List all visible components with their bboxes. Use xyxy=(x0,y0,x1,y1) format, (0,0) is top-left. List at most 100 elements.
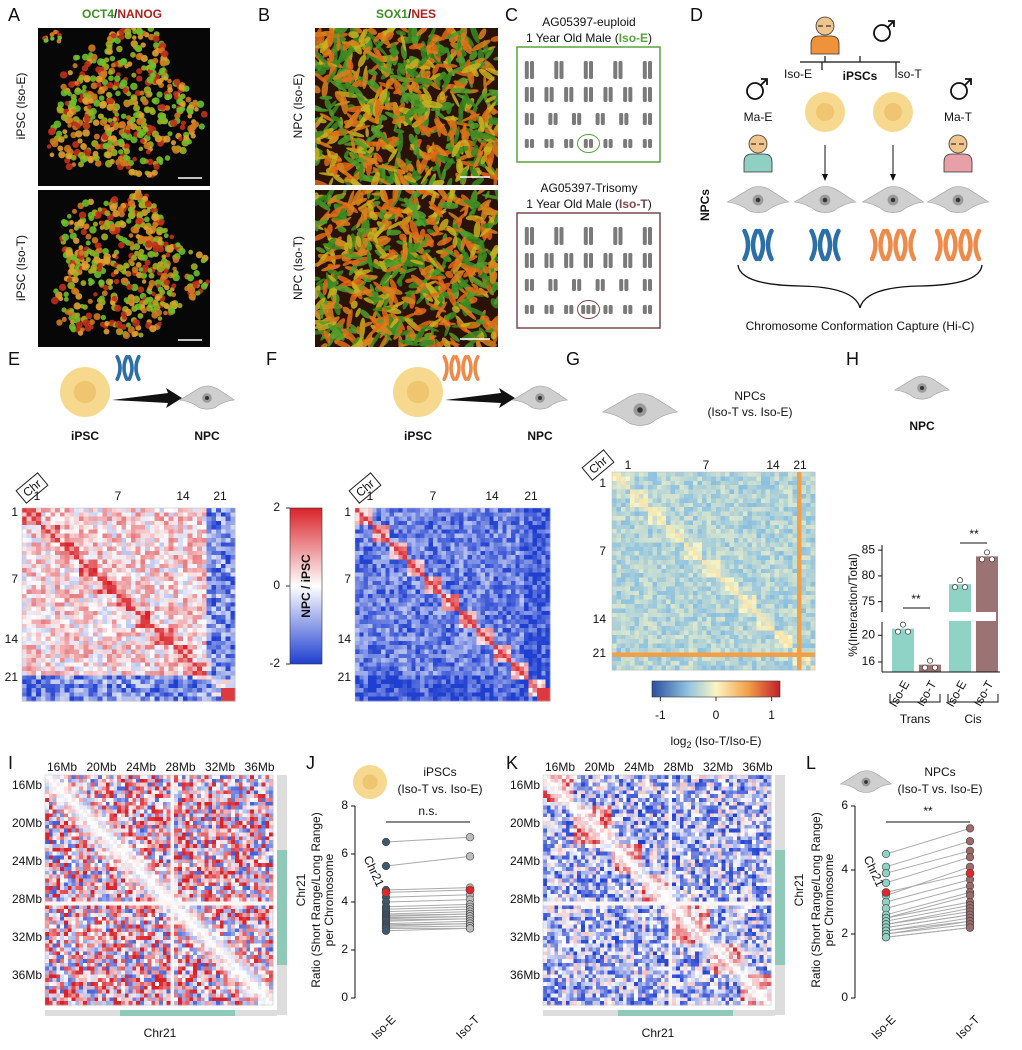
heatmap-cell xyxy=(78,640,84,646)
nucleus xyxy=(166,245,174,253)
heatmap-cell xyxy=(121,598,127,603)
heatmap-cell xyxy=(225,628,231,633)
heatmap-cell xyxy=(230,610,236,616)
nucleus xyxy=(163,310,168,316)
heatmap-cell xyxy=(40,670,47,676)
chromosome-band xyxy=(549,139,554,148)
heatmap-cell xyxy=(376,512,382,517)
heatmap-cell xyxy=(45,602,51,608)
heatmap-cell xyxy=(111,572,118,578)
heatmap-cell xyxy=(40,662,47,668)
heatmap-cell xyxy=(168,619,174,625)
heatmap-cell xyxy=(524,512,529,517)
heatmap-cell xyxy=(216,520,222,526)
heatmap-cell xyxy=(88,653,94,659)
heatmap-cell xyxy=(376,508,382,513)
heatmap-cell xyxy=(489,508,495,513)
heatmap-cell xyxy=(83,662,89,668)
heatmap-cell xyxy=(59,606,65,612)
heatmap-cell xyxy=(355,512,360,517)
heatmap-cell xyxy=(187,546,193,552)
heatmap-cell xyxy=(149,649,155,655)
heatmap-cell xyxy=(168,512,174,517)
heatmap-cell xyxy=(545,529,551,535)
heatmap-cell xyxy=(437,520,443,526)
heatmap-cell xyxy=(168,628,174,633)
heatmap-cell xyxy=(149,632,155,638)
heatmap-cell xyxy=(182,632,189,638)
heatmap-cell xyxy=(381,542,386,547)
heatmap-cell xyxy=(36,653,42,659)
nucleus xyxy=(63,134,68,139)
heatmap-cell xyxy=(149,572,155,578)
heatmap-cell xyxy=(225,516,231,522)
heatmap-cell xyxy=(197,538,203,543)
chromosome-band xyxy=(583,139,588,148)
heatmap-cell xyxy=(107,572,113,578)
nucleus xyxy=(148,272,155,279)
heatmap-cell xyxy=(88,679,94,685)
nucleus xyxy=(164,105,171,111)
heatmap-cell xyxy=(135,619,141,625)
heatmap-cell xyxy=(159,589,165,595)
heatmap-cell xyxy=(22,533,28,539)
heatmap-cell xyxy=(178,555,184,560)
heatmap-cell xyxy=(45,683,51,689)
chromosome-band xyxy=(524,305,529,314)
heatmap-cell xyxy=(467,529,473,535)
heatmap-cell xyxy=(220,593,226,599)
nucleus xyxy=(72,270,79,278)
heatmap-cell xyxy=(140,559,146,565)
heatmap-cell xyxy=(121,606,127,612)
heatmap-cell xyxy=(197,649,203,655)
heatmap-cell xyxy=(26,640,32,646)
heatmap-cell xyxy=(415,508,421,513)
heatmap-cell xyxy=(59,508,65,513)
heatmap-cell xyxy=(498,516,503,522)
nucleus xyxy=(49,32,54,37)
heatmap xyxy=(22,508,236,702)
nucleus xyxy=(66,214,72,219)
heatmap-cell xyxy=(64,529,70,535)
heatmap-cell xyxy=(111,649,118,655)
heatmap-cell xyxy=(55,683,61,689)
nucleus xyxy=(136,28,144,36)
heatmap-cell xyxy=(78,516,84,522)
heatmap-cell xyxy=(130,508,136,513)
heatmap-cell xyxy=(168,568,174,573)
heatmap-cell xyxy=(102,589,108,595)
heatmap-cell xyxy=(381,512,386,517)
nucleus xyxy=(188,293,196,301)
heatmap-cell xyxy=(154,615,160,620)
nucleus xyxy=(170,140,177,146)
nucleus xyxy=(102,142,110,150)
heatmap-cell xyxy=(178,615,184,620)
heatmap-cell xyxy=(187,533,193,539)
heatmap-cell xyxy=(102,538,108,543)
heatmap-cell xyxy=(74,662,80,668)
heatmap-cell xyxy=(511,538,516,543)
heatmap-cell xyxy=(45,628,51,633)
heatmap-cell xyxy=(220,576,226,582)
heatmap-cell xyxy=(83,598,89,603)
heatmap-cell xyxy=(211,649,217,655)
heatmap-cell xyxy=(59,645,65,650)
fiber xyxy=(315,28,322,49)
nucleus xyxy=(169,119,178,128)
heatmap-cell xyxy=(102,520,108,526)
nucleus xyxy=(72,141,80,148)
heatmap-cell xyxy=(519,529,525,535)
heatmap-cell xyxy=(26,619,32,625)
heatmap-cell xyxy=(130,636,136,642)
heatmap-cell xyxy=(187,568,193,573)
nucleus xyxy=(134,44,143,53)
heatmap-cell xyxy=(74,512,80,517)
heatmap-cell xyxy=(197,555,203,560)
heatmap-cell xyxy=(168,542,174,547)
chromosome-band xyxy=(553,279,558,291)
heatmap-cell xyxy=(55,666,61,672)
group-label: Iso-E xyxy=(784,67,812,81)
heatmap-cell xyxy=(178,688,184,693)
heatmap-cell xyxy=(476,520,482,526)
heatmap-cell xyxy=(130,653,136,659)
